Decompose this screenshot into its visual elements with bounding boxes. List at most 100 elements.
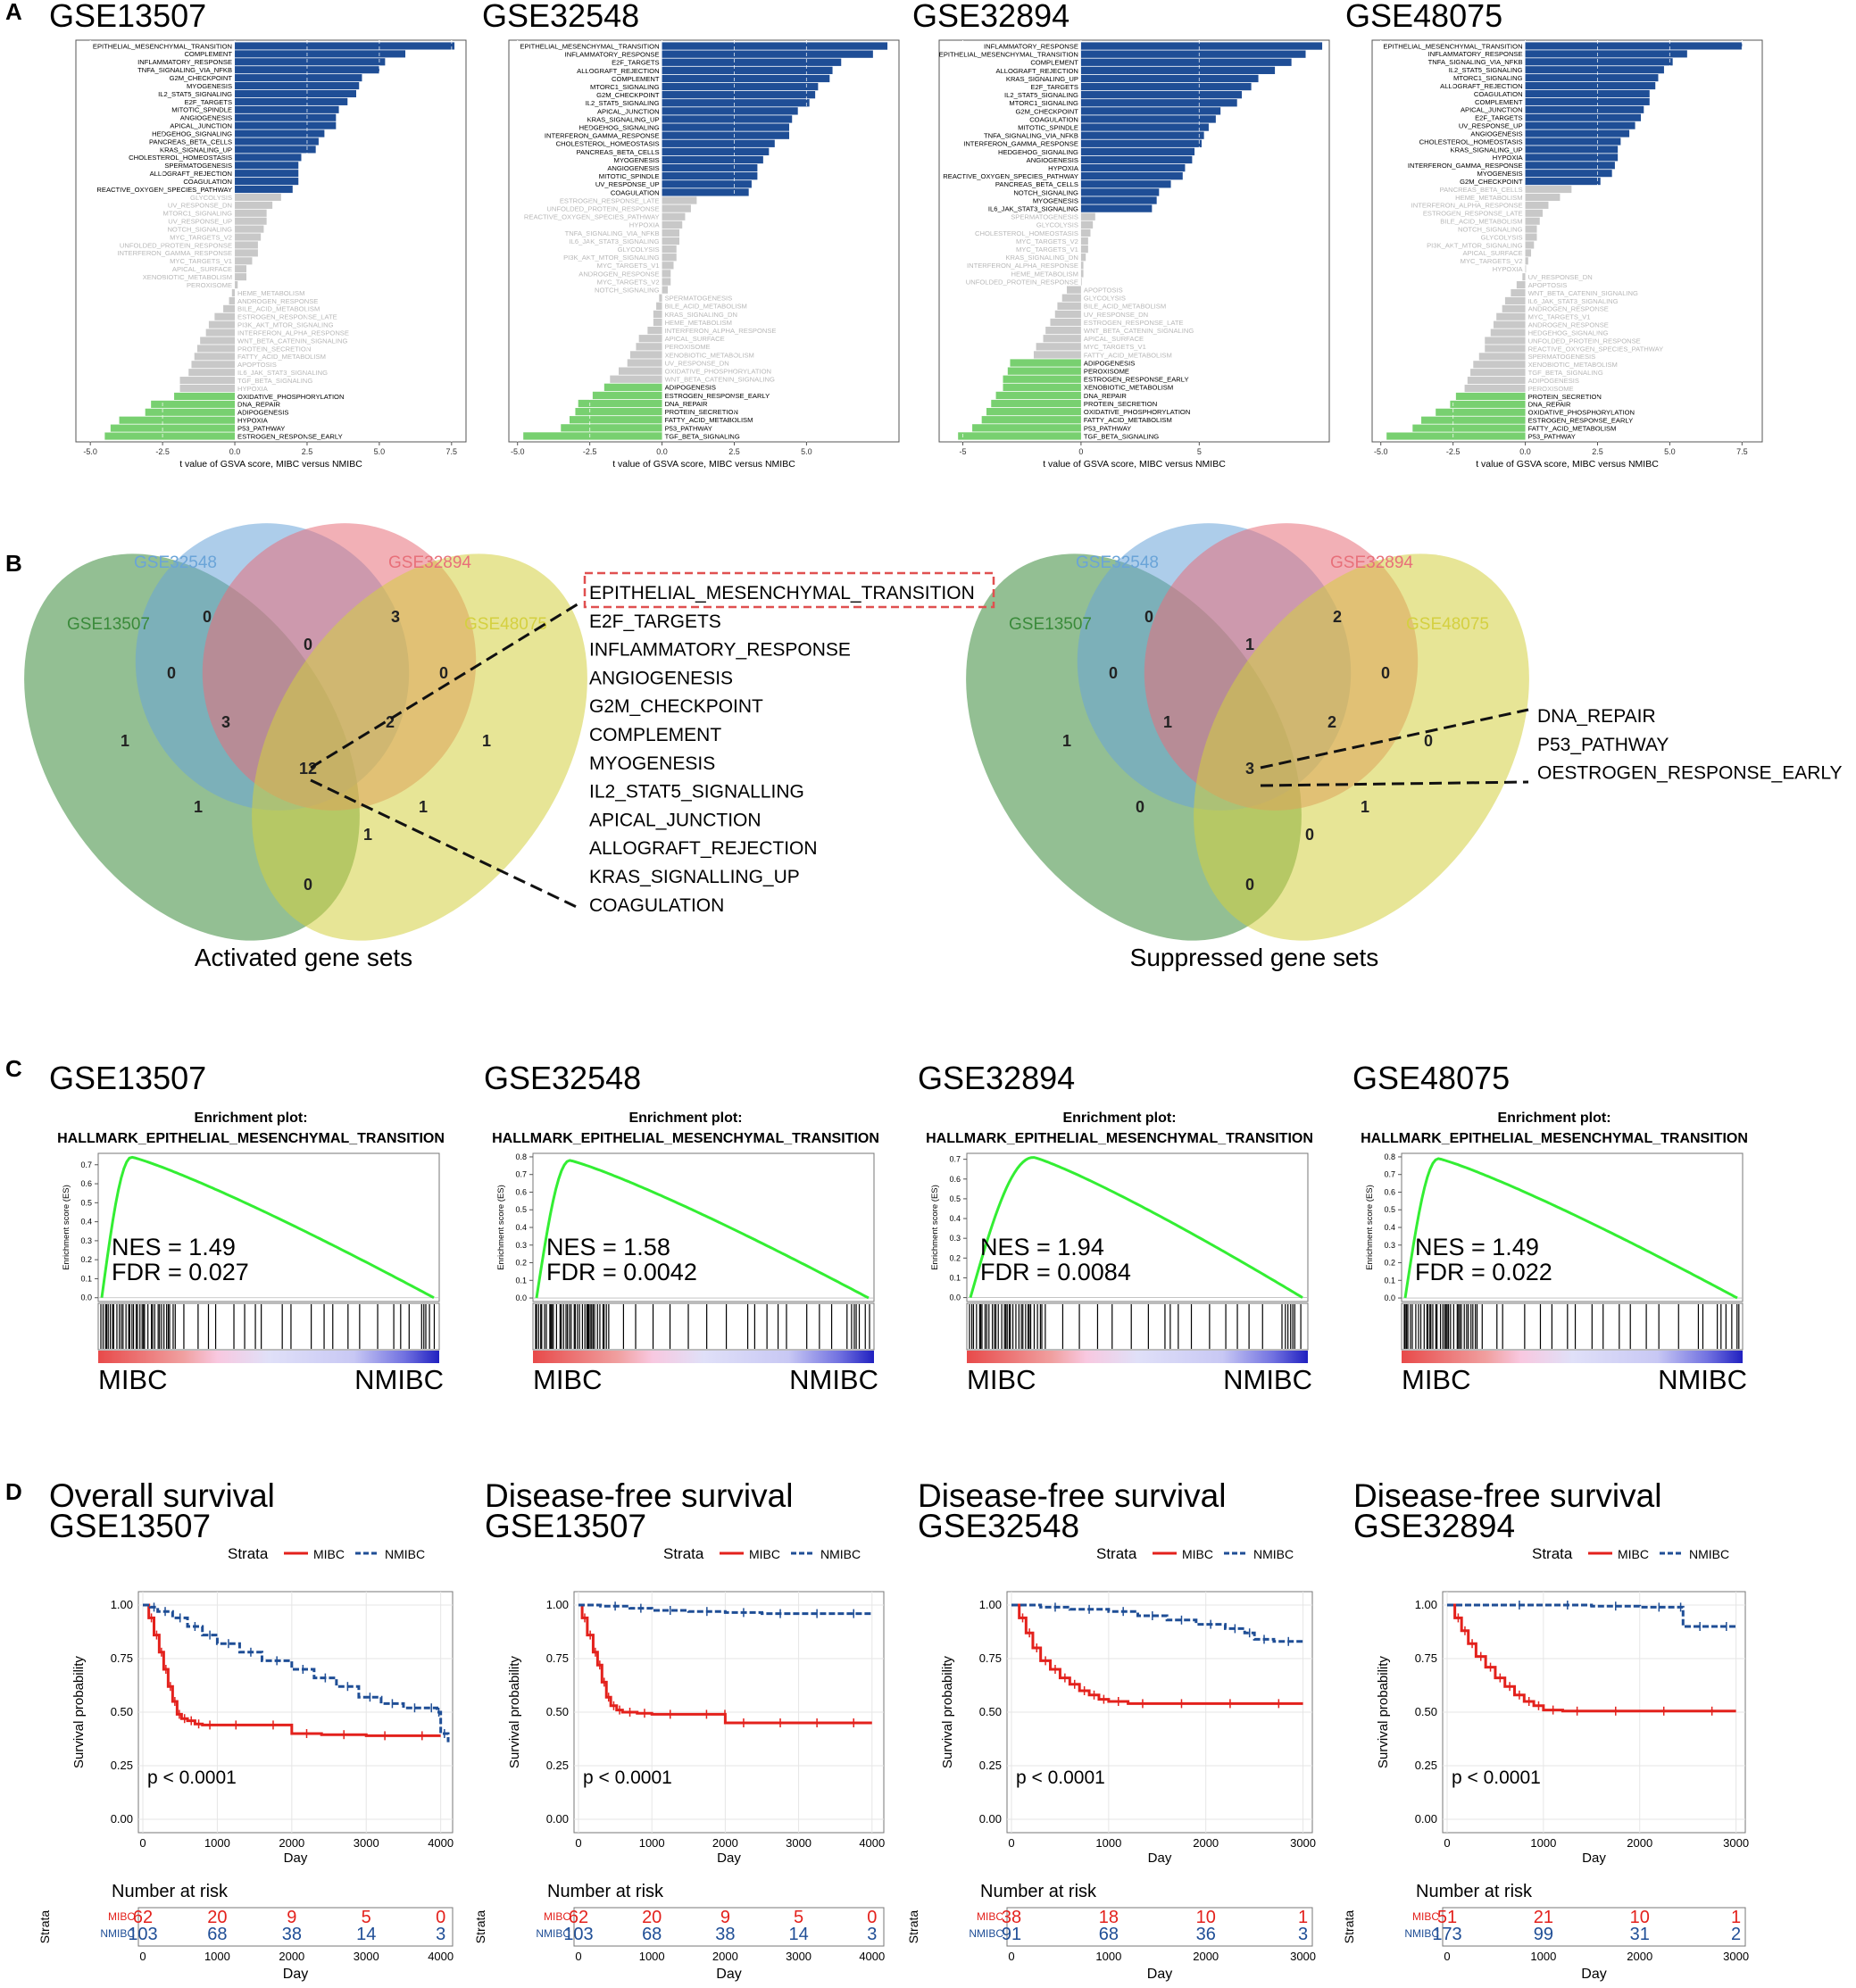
- bar-label: MITOTIC_SPINDLE: [171, 106, 232, 114]
- bar: [235, 50, 406, 58]
- x-tick-label: 4000: [859, 1836, 885, 1850]
- chart-title: GSE32894: [912, 0, 1069, 34]
- bar: [235, 66, 379, 74]
- bar-label: SPERMATOGENESIS: [665, 295, 733, 303]
- venn-set-label: GSE13507: [67, 615, 150, 634]
- bar-label: ESTROGEN_RESPONSE_EARLY: [1084, 376, 1189, 384]
- bar: [1003, 383, 1081, 391]
- bar: [1080, 50, 1306, 58]
- bar: [981, 416, 1081, 424]
- bar: [1080, 66, 1276, 75]
- bar-label: P53_PATHWAY: [1528, 432, 1576, 440]
- bar-label: ALLOGRAFT_REJECTION: [1440, 82, 1522, 90]
- bar: [235, 265, 246, 273]
- bar: [1525, 154, 1619, 162]
- bar: [235, 209, 267, 217]
- bar-label: COMPLEMENT: [1030, 59, 1078, 67]
- bar: [662, 278, 671, 286]
- y-tick-label: 0.75: [1415, 1651, 1437, 1665]
- risk-count: 2: [1731, 1925, 1741, 1944]
- bar-label: MYC_TARGETS_V2: [170, 233, 232, 241]
- bar: [1080, 115, 1216, 123]
- venn-set-label: GSE48075: [1406, 615, 1489, 634]
- risk-count: 5: [794, 1908, 803, 1927]
- nes-value: NES = 1.94: [980, 1234, 1104, 1260]
- callout-leader-bottom: [1260, 780, 1529, 787]
- bar: [1525, 170, 1612, 178]
- bar-label: OXIDATIVE_PHOSPHORYLATION: [1084, 408, 1190, 416]
- es-frame: [532, 1152, 875, 1302]
- x-tick-label: -5.0: [511, 447, 525, 456]
- risk-count: 10: [1630, 1908, 1650, 1927]
- risk-x-tick-label: 3000: [354, 1950, 379, 1963]
- bar-label: ANDROGEN_RESPONSE: [1528, 321, 1609, 329]
- bar: [575, 407, 662, 416]
- bar: [1525, 185, 1572, 194]
- bar-label: FATTY_ACID_METABOLISM: [1084, 351, 1172, 359]
- panel-label-c: C: [5, 1055, 22, 1082]
- risk-count: 18: [1099, 1908, 1119, 1927]
- nes-value: NES = 1.49: [1415, 1234, 1539, 1260]
- bar: [1525, 97, 1650, 105]
- y-tick-label: 0.25: [979, 1759, 1002, 1772]
- risk-count: 62: [569, 1908, 588, 1927]
- bar-label: MYOGENESIS: [1477, 170, 1523, 178]
- bar: [1525, 241, 1535, 249]
- bar-label: EPITHELIAL_MESENCHYMAL_TRANSITION: [520, 42, 659, 50]
- bar: [662, 42, 888, 50]
- bar-label: UNFOLDED_PROTEIN_RESPONSE: [120, 241, 232, 249]
- panel-b-venn-diagrams: GSE13507 GSE32548 GSE32894 GSE48075 0 3 0 0 1 3 2 0…: [24, 523, 1843, 971]
- bar: [1080, 58, 1292, 66]
- bar: [235, 273, 246, 281]
- risk-row-label: NMIBC: [536, 1927, 570, 1940]
- risk-row-label: NMIBC: [969, 1927, 1003, 1940]
- bar: [662, 196, 697, 204]
- bar-label: FATTY_ACID_METABOLISM: [237, 353, 326, 361]
- x-tick-label: 7.5: [446, 447, 458, 456]
- y-tick-label: 0.7: [80, 1160, 92, 1169]
- bar-label: WNT_BETA_CATENIN_SIGNALING: [665, 376, 775, 384]
- risk-count: 21: [1534, 1908, 1553, 1927]
- bar: [1525, 113, 1642, 121]
- right-group-label: NMIBC: [1658, 1364, 1747, 1395]
- bar-label: IL6_JAK_STAT3_SIGNALING: [988, 205, 1078, 213]
- km-curve-nmibc: [1011, 1603, 1303, 1643]
- bar-label: MYC_TARGETS_V2: [1016, 237, 1078, 245]
- risk-table-frame: [1442, 1907, 1746, 1947]
- bar: [1525, 121, 1635, 129]
- bar: [662, 131, 789, 139]
- x-tick-label: 3000: [354, 1836, 379, 1850]
- chart-title: GSE32548: [482, 0, 639, 34]
- bar: [1080, 172, 1183, 180]
- callout-item: G2M_CHECKPOINT: [589, 696, 763, 717]
- venn-region-count: 3: [1245, 760, 1254, 778]
- bar: [662, 286, 669, 294]
- bar: [1496, 312, 1526, 320]
- enrichment-plot-2: GSE32894 Enrichment plot: HALLMARK_EPITHEL…: [918, 1060, 1313, 1395]
- bar-label: MYOGENESIS: [1033, 196, 1078, 204]
- bar: [1525, 257, 1528, 265]
- bar: [145, 408, 236, 416]
- km-curve-nmibc: [143, 1603, 450, 1743]
- bar-label: UV_RESPONSE_DN: [665, 359, 729, 367]
- bar-label: COMPLEMENT: [184, 50, 232, 58]
- bar: [1080, 229, 1091, 237]
- bar-label: HEDGEHOG_SIGNALING: [1528, 329, 1609, 337]
- callout-item: ANGIOGENESIS: [589, 668, 733, 688]
- x-tick-label: 0: [139, 1836, 146, 1850]
- hit-frame: [97, 1302, 440, 1351]
- bar: [662, 212, 686, 220]
- gene-set-name: HALLMARK_EPITHELIAL_MESENCHYMAL_TRANSITI…: [492, 1131, 879, 1146]
- bar-label: DNA_REPAIR: [1084, 392, 1127, 400]
- bar: [196, 345, 236, 353]
- venn-region-count: 0: [1424, 732, 1433, 750]
- bar: [1525, 105, 1644, 113]
- bar-label: IL2_STAT5_SIGNALING: [158, 90, 232, 98]
- es-frame: [966, 1152, 1309, 1302]
- bar: [662, 180, 752, 188]
- rank-bar: [533, 1351, 874, 1363]
- venn-region-count: 1: [482, 732, 491, 750]
- bar-label: SPERMATOGENESIS: [1011, 213, 1078, 221]
